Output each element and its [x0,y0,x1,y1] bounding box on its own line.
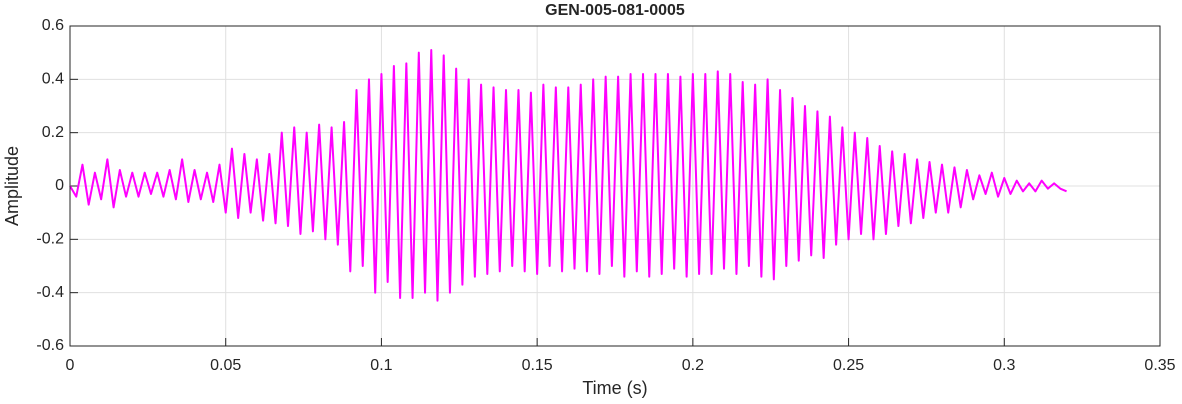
y-tick-label: 0 [55,177,64,194]
x-tick-label: 0 [66,357,75,374]
x-axis-label: Time (s) [582,378,647,398]
x-tick-label: 0.3 [993,357,1015,374]
y-tick-label: -0.6 [36,337,64,354]
y-tick-label: 0.2 [42,124,64,141]
y-tick-label: -0.4 [36,284,64,301]
y-tick-label: -0.2 [36,231,64,248]
x-tick-label: 0.1 [370,357,392,374]
x-tick-label: 0.35 [1144,357,1175,374]
x-tick-label: 0.2 [682,357,704,374]
x-tick-label: 0.25 [833,357,864,374]
x-tick-label: 0.15 [522,357,553,374]
chart-title: GEN-005-081-0005 [545,2,685,19]
y-tick-label: 0.4 [42,71,64,88]
axes-box [69,25,1161,347]
waveform-line [69,49,1067,302]
y-axis-label: Amplitude [2,146,22,226]
x-tick-label: 0.05 [210,357,241,374]
y-tick-label: 0.6 [42,17,64,34]
